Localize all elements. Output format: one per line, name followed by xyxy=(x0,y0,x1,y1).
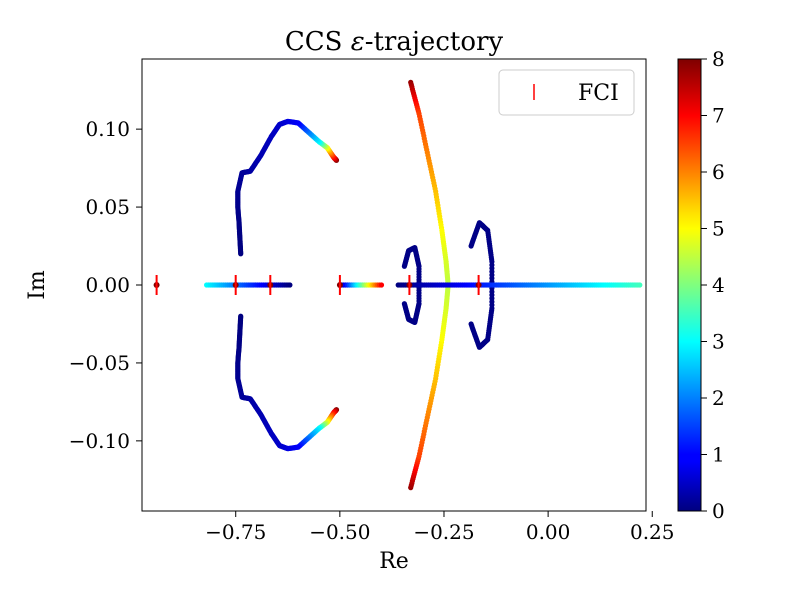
data-point xyxy=(238,251,244,257)
title-prefix: CCS xyxy=(285,27,351,57)
colorbar-tick-label: 5 xyxy=(712,217,725,241)
colorbar-tick-label: 7 xyxy=(712,104,725,128)
y-tick-label: 0.05 xyxy=(85,195,130,219)
colorbar-tick-label: 8 xyxy=(712,47,725,71)
title-suffix: -trajectory xyxy=(365,27,504,57)
x-tick-label: −0.75 xyxy=(205,520,266,544)
x-tick-label: 0.00 xyxy=(526,520,571,544)
chart-title: CCS ε-trajectory xyxy=(285,27,504,57)
colorbar xyxy=(677,58,702,512)
x-axis-label: Re xyxy=(379,549,409,574)
colorbar-tick-label: 2 xyxy=(712,386,725,410)
y-axis: 0.10 0.05 0.00 −0.05 −0.10 xyxy=(69,117,142,453)
title-symbol: ε xyxy=(351,27,365,57)
y-axis-label: Im xyxy=(25,270,50,300)
y-tick-label: 0.00 xyxy=(85,273,130,297)
colorbar-tick-label: 4 xyxy=(712,273,725,297)
data-point xyxy=(637,282,643,288)
legend-box xyxy=(498,69,635,116)
colorbar-tick-label: 0 xyxy=(712,499,725,523)
colorbar-axis: 0 1 2 3 4 5 6 7 8 xyxy=(701,47,725,523)
y-tick-label: −0.05 xyxy=(69,351,130,375)
x-tick-label: −0.50 xyxy=(309,520,370,544)
data-point xyxy=(468,321,474,327)
y-tick-label: 0.10 xyxy=(85,117,130,141)
x-tick-label: −0.25 xyxy=(413,520,474,544)
data-point xyxy=(401,301,407,307)
data-point xyxy=(287,282,293,288)
legend: FCI xyxy=(498,69,635,116)
colorbar-tick-label: 6 xyxy=(712,160,725,184)
colorbar-tick-label: 3 xyxy=(712,330,725,354)
data-point xyxy=(378,282,385,288)
colorbar-tick-label: 1 xyxy=(712,443,725,467)
y-tick-label: −0.10 xyxy=(69,429,130,453)
x-tick-label: 0.25 xyxy=(630,520,675,544)
x-axis: −0.75 −0.50 −0.25 0.00 0.25 xyxy=(205,511,675,544)
legend-fci-label: FCI xyxy=(578,81,619,106)
data-point xyxy=(238,313,244,319)
fci-markers xyxy=(153,275,482,295)
